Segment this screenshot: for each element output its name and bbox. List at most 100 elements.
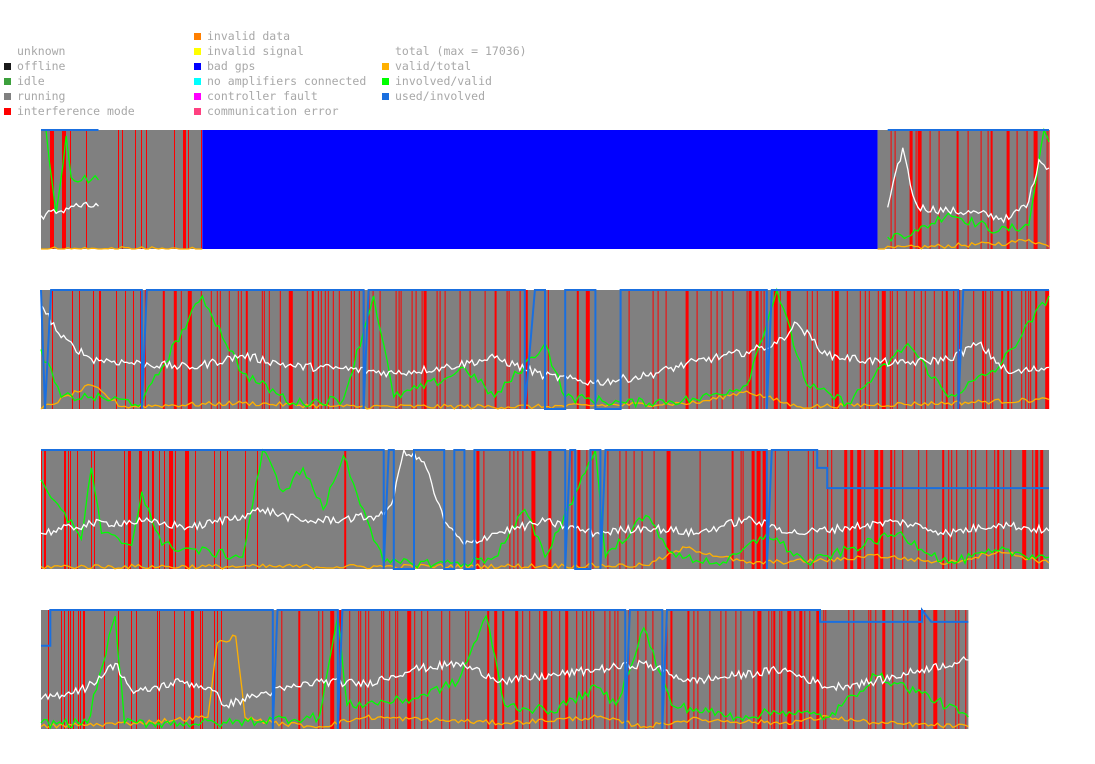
interference-mark: [365, 610, 367, 729]
interference-mark: [844, 450, 848, 569]
interference-mark: [548, 450, 552, 569]
interference-mark: [135, 130, 136, 249]
interference-mark: [397, 610, 399, 729]
series-total: [40, 147, 1050, 224]
interference-mark: [360, 610, 362, 729]
series-valid-total: [40, 546, 1050, 570]
interference-mark: [175, 450, 176, 569]
interference-mark: [933, 290, 935, 409]
interference-mark: [666, 450, 671, 569]
series-valid-total: [41, 238, 1050, 250]
interference-mark: [896, 290, 898, 409]
interference-mark: [933, 610, 938, 729]
interference-mark: [400, 290, 402, 409]
interference-mark: [653, 450, 655, 569]
interference-mark: [240, 290, 242, 409]
interference-mark: [1035, 450, 1039, 569]
interference-mark: [614, 610, 616, 729]
interference-mark: [389, 610, 391, 729]
series-used-involved: [40, 289, 1049, 410]
interference-mark: [1021, 290, 1023, 409]
interference-mark: [625, 450, 627, 569]
interference-mark: [358, 290, 360, 409]
interference-mark: [786, 290, 791, 409]
interference-mark: [990, 130, 993, 249]
interference-mark: [219, 290, 221, 409]
interference-mark: [344, 450, 347, 569]
interference-mark: [311, 290, 314, 409]
interference-mark: [125, 290, 126, 409]
interference-mark: [398, 290, 400, 409]
interference-mark: [942, 450, 945, 569]
interference-mark: [1025, 290, 1027, 409]
interference-mark: [987, 130, 989, 249]
interference-mark: [774, 450, 776, 569]
interference-mark: [48, 610, 49, 729]
status-band-running: [41, 610, 969, 729]
interference-mark: [200, 290, 202, 409]
interference-mark: [116, 290, 117, 409]
interference-mark: [1048, 130, 1050, 249]
interference-mark: [827, 450, 829, 569]
interference-mark: [261, 290, 263, 409]
interference-mark: [967, 450, 969, 569]
interference-mark: [174, 130, 175, 249]
legend-label-running: running: [17, 89, 66, 103]
interference-mark: [320, 290, 322, 409]
interference-mark: [52, 290, 53, 409]
interference-mark: [64, 450, 66, 569]
interference-mark: [77, 450, 78, 569]
interference-mark: [773, 610, 776, 729]
interference-mark: [195, 450, 196, 569]
interference-mark: [799, 610, 803, 729]
interference-mark: [279, 290, 281, 409]
interference-mark: [889, 290, 891, 409]
interference-mark: [834, 290, 839, 409]
interference-mark: [732, 290, 734, 409]
interference-mark: [965, 610, 967, 729]
interference-mark: [582, 610, 584, 729]
interference-mark: [220, 450, 221, 569]
interference-mark: [951, 450, 953, 569]
interference-mark: [628, 610, 630, 729]
legend-swatch-valid-total: [382, 63, 389, 70]
interference-mark: [78, 610, 79, 729]
interference-mark: [955, 610, 957, 729]
interference-mark: [633, 450, 635, 569]
legend-label-idle: idle: [17, 74, 45, 88]
interference-mark: [917, 130, 922, 249]
interference-mark: [483, 450, 485, 569]
series-used-involved: [41, 607, 969, 730]
series-involved-valid: [40, 614, 969, 730]
interference-mark: [571, 450, 573, 569]
interference-mark: [938, 130, 940, 249]
legend-label-total: total (max = 17036): [395, 44, 527, 58]
interference-mark: [740, 450, 742, 569]
interference-mark: [91, 450, 92, 569]
interference-mark: [948, 450, 950, 569]
interference-mark: [368, 290, 370, 409]
interference-mark: [753, 610, 755, 729]
interference-mark: [449, 610, 451, 729]
interference-mark: [929, 130, 931, 249]
interference-mark: [997, 450, 1000, 569]
interference-mark: [890, 450, 893, 569]
interference-mark: [70, 130, 71, 249]
interference-mark: [487, 610, 490, 729]
interference-mark: [586, 450, 588, 569]
interference-mark: [585, 290, 590, 409]
legend-swatch-invalid-data: [194, 33, 201, 40]
interference-mark: [322, 610, 324, 729]
interference-mark: [245, 290, 248, 409]
interference-mark: [748, 290, 752, 409]
interference-mark: [436, 290, 438, 409]
interference-mark: [543, 610, 548, 729]
interference-mark: [881, 290, 886, 409]
interference-mark: [1022, 450, 1027, 569]
interference-mark: [971, 450, 973, 569]
interference-mark: [926, 450, 928, 569]
interference-mark: [332, 290, 334, 409]
interference-mark: [338, 290, 340, 409]
interference-mark: [628, 290, 630, 409]
interference-mark: [519, 290, 521, 409]
